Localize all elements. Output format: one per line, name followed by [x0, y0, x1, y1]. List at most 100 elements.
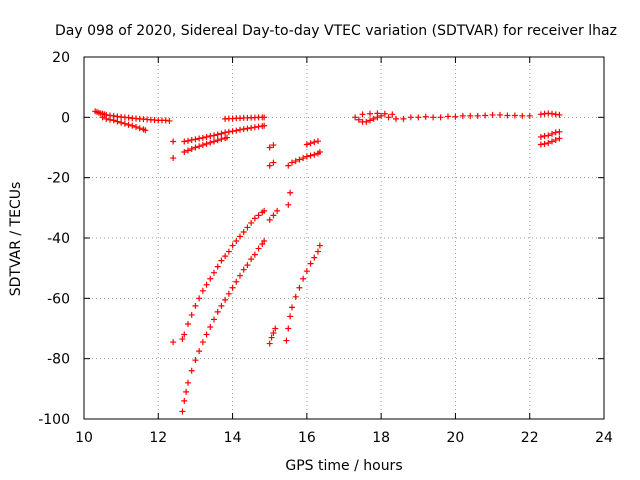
- data-point: [188, 311, 195, 318]
- data-point: [556, 111, 563, 118]
- axis-ticks: 10 12 14 16 18 20 22 24 -100 -80 -60 -40 -20 0 20: [38, 50, 613, 446]
- plot-frame: [83, 56, 605, 420]
- data-point: [255, 245, 262, 252]
- x-tick-label: 18: [372, 430, 390, 446]
- x-tick-label: 22: [521, 430, 539, 446]
- data-point: [307, 152, 314, 159]
- data-point: [307, 260, 314, 267]
- data-point: [196, 348, 203, 355]
- data-point: [207, 323, 214, 330]
- data-point: [400, 115, 407, 122]
- data-point: [422, 113, 429, 120]
- data-point: [240, 126, 247, 133]
- data-point: [129, 122, 136, 129]
- data-point: [121, 120, 128, 127]
- data-point: [211, 132, 217, 139]
- data-point: [199, 339, 206, 346]
- data-point: [266, 144, 273, 151]
- data-point: [266, 216, 273, 223]
- data-point: [218, 136, 225, 143]
- data-point: [248, 256, 255, 263]
- data-point: [218, 130, 225, 137]
- data-point: [237, 126, 243, 133]
- data-point: [125, 121, 132, 128]
- data-point: [207, 139, 214, 146]
- y-tick-label: -40: [47, 231, 70, 247]
- data-point: [261, 122, 268, 129]
- data-point: [541, 140, 548, 147]
- data-point: [315, 248, 321, 255]
- x-tick-label: 10: [75, 430, 93, 446]
- data-point: [192, 136, 199, 143]
- data-point: [218, 302, 225, 309]
- data-point: [203, 331, 210, 338]
- data-point: [272, 325, 279, 332]
- data-point: [214, 137, 221, 144]
- data-point: [316, 149, 323, 156]
- data-point: [367, 110, 373, 117]
- data-point: [244, 262, 251, 269]
- data-point: [261, 207, 268, 214]
- data-point: [259, 241, 266, 248]
- data-point: [303, 141, 310, 148]
- data-point: [237, 272, 243, 279]
- data-point: [188, 136, 195, 143]
- data-point: [181, 397, 188, 404]
- data-point: [185, 147, 191, 154]
- data-point: [188, 367, 195, 374]
- data-point: [237, 233, 243, 240]
- data-point: [303, 153, 310, 160]
- data-point: [185, 137, 191, 144]
- data-point: [270, 142, 277, 149]
- data-point: [251, 251, 258, 258]
- data-point: [526, 112, 533, 119]
- data-point: [222, 129, 229, 136]
- data-point: [199, 287, 206, 294]
- data-point: [545, 132, 552, 139]
- data-point: [552, 129, 559, 136]
- x-tick-label: 24: [595, 430, 613, 446]
- data-point: [207, 275, 214, 282]
- data-point: [244, 125, 251, 132]
- data-point: [181, 138, 188, 145]
- data-point: [225, 128, 232, 135]
- data-point: [136, 125, 143, 132]
- data-point: [497, 111, 503, 118]
- data-point: [270, 212, 277, 219]
- data-point: [307, 140, 314, 147]
- data-point: [211, 316, 217, 323]
- data-point: [370, 115, 377, 122]
- data-point: [292, 293, 299, 300]
- data-point: [233, 278, 240, 285]
- x-axis-label: GPS time / hours: [285, 458, 402, 474]
- data-point: [240, 228, 247, 235]
- data-point: [222, 296, 229, 303]
- chart-title: Day 098 of 2020, Sidereal Day-to-day VTE…: [55, 23, 617, 39]
- data-point: [181, 331, 188, 338]
- data-point: [233, 127, 240, 134]
- x-tick-label: 16: [298, 430, 316, 446]
- y-tick-label: -60: [47, 291, 70, 307]
- data-point: [261, 114, 268, 121]
- data-point: [359, 111, 366, 118]
- data-point: [289, 159, 295, 166]
- data-point: [283, 337, 290, 344]
- data-point: [381, 110, 388, 117]
- data-point: [549, 110, 555, 117]
- data-point: [229, 128, 236, 135]
- data-point: [218, 257, 225, 264]
- data-point: [355, 116, 362, 123]
- data-point: [482, 112, 489, 119]
- data-point: [103, 115, 110, 122]
- data-point: [545, 139, 552, 146]
- data-point: [211, 269, 217, 276]
- data-point: [274, 207, 281, 214]
- data-point: [196, 295, 203, 302]
- data-point: [287, 313, 294, 320]
- data-point: [192, 357, 199, 364]
- data-point: [185, 320, 191, 327]
- data-point: [251, 124, 258, 131]
- data-point: [203, 133, 210, 140]
- y-tick-label: 0: [61, 110, 70, 126]
